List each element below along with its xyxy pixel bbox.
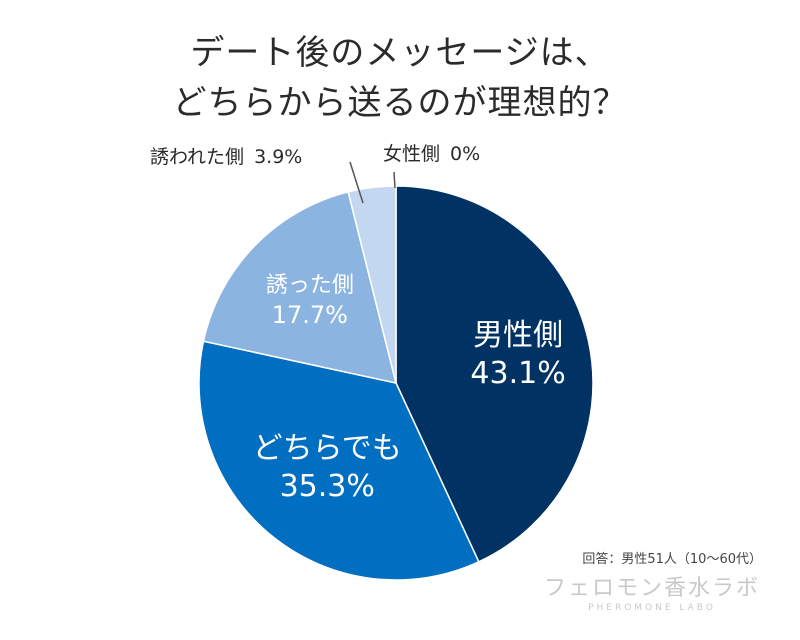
slice-4-leader-line xyxy=(393,171,396,189)
slice-0-name-label: 男性側 xyxy=(473,318,563,353)
slice-4-name-label: 女性側 xyxy=(383,143,440,165)
brand-name-en: PHEROMONE LABO xyxy=(588,603,716,613)
slice-3-name-label: 誘われた側 xyxy=(150,146,244,168)
slice-2-value-label: 17.7% xyxy=(272,301,348,329)
pie-slice-0 xyxy=(395,185,594,563)
slice-3-leader-line xyxy=(349,161,364,204)
respondent-note: 回答：男性51人（10～60代） xyxy=(582,552,762,567)
slice-4-value-label: 0% xyxy=(450,143,480,165)
slice-3-value-label: 3.9% xyxy=(254,146,302,168)
pie-slice-3 xyxy=(347,185,397,384)
pie-slice-2 xyxy=(202,190,398,384)
chart-title-line-1: デート後のメッセージは、 xyxy=(190,33,610,73)
slice-0-value-label: 43.1% xyxy=(470,356,565,391)
brand-logo: フェロモン香水ラボ PHEROMONE LABO xyxy=(544,576,760,614)
chart-title-line-2: どちらから送るのが理想的？ xyxy=(172,83,628,123)
chart-title: デート後のメッセージは、 どちらから送るのが理想的？ xyxy=(0,28,800,128)
slice-3-outside-label: 誘われた側 3.9% xyxy=(150,146,302,168)
slice-1-name-label: どちらでも xyxy=(253,431,402,466)
brand-name-jp: フェロモン香水ラボ xyxy=(543,576,760,601)
slice-1-value-label: 35.3% xyxy=(280,469,375,504)
slice-2-name-label: 誘った側 xyxy=(266,273,354,298)
pie-slice-1 xyxy=(198,340,480,581)
slice-4-outside-label: 女性側 0% xyxy=(383,143,480,165)
